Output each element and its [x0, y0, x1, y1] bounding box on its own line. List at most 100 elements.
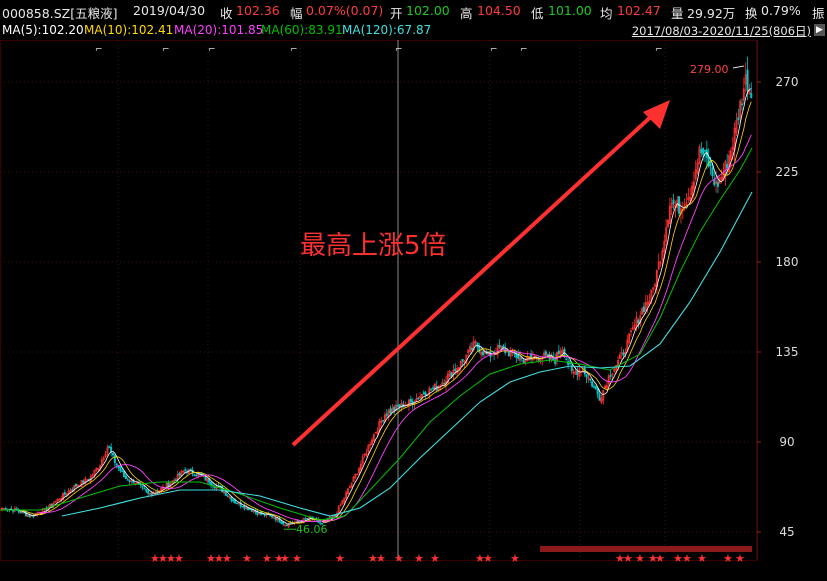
candle-body: [459, 360, 462, 367]
candle-body: [565, 358, 568, 360]
candle-body: [592, 386, 595, 388]
candle-body: [126, 479, 129, 481]
candle-body: [132, 479, 135, 484]
signal-star: ★: [430, 552, 440, 565]
signal-star: ★: [368, 552, 378, 565]
open-label: 开: [390, 6, 403, 21]
candle-body: [50, 504, 53, 507]
candle-body: [400, 402, 403, 408]
candle-body: [502, 345, 505, 348]
close-label: 收: [220, 6, 233, 21]
candle-body: [419, 396, 422, 399]
high-marker-label: 279.00: [690, 63, 729, 76]
legend-ma120: MA(120):67.87: [342, 23, 432, 37]
candle-body: [602, 390, 605, 401]
candle-body: [178, 472, 181, 476]
candle-body: [729, 150, 732, 160]
turnover-value: 0.79%: [761, 3, 801, 18]
candle-body: [284, 524, 287, 526]
volume-label: 量: [671, 6, 684, 21]
signal-star: ★: [222, 552, 232, 565]
signal-star: ★: [292, 552, 302, 565]
candle-body: [618, 354, 621, 359]
date-range-selector[interactable]: 2017/08/03-2020/11/25(806日): [631, 24, 811, 38]
candle-body: [359, 463, 362, 470]
candle-body: [650, 289, 653, 300]
candle-body: [354, 473, 357, 479]
candle-body: [646, 302, 649, 306]
amplitude-label: 振: [812, 6, 825, 21]
candle-body: [398, 404, 401, 408]
candle-body: [272, 517, 275, 519]
price-axis: 45 90 135 180 225 270: [756, 40, 798, 560]
candle-body: [228, 496, 231, 499]
candle-body: [661, 250, 664, 261]
candle-body: [728, 155, 731, 172]
candle-body: [654, 284, 657, 287]
candle-body: [587, 377, 590, 380]
candle-body: [481, 351, 484, 356]
candle-body: [97, 468, 100, 470]
candle-body: [641, 308, 644, 315]
candle-body: [374, 432, 377, 434]
candle-body: [280, 521, 283, 524]
candle-body: [467, 349, 470, 353]
candle-body: [694, 168, 697, 180]
candle-body: [358, 468, 361, 474]
event-marker: ⌐: [520, 45, 528, 55]
candle-body: [698, 146, 701, 165]
candle-body: [73, 485, 76, 490]
signal-star: ★: [483, 552, 493, 565]
candle-body: [95, 467, 98, 471]
moving-average-legend: MA(5):102.20 MA(10):102.41 MA(20):101.85…: [0, 22, 827, 40]
candle-body: [352, 476, 355, 482]
event-marker: ⌐: [490, 45, 498, 55]
signal-star: ★: [214, 552, 224, 565]
signal-star: ★: [166, 552, 176, 565]
candle-body: [683, 205, 686, 207]
legend-ma5: MA(5):102.20: [2, 23, 84, 37]
signal-star: ★: [274, 552, 284, 565]
candle-body: [174, 479, 177, 481]
candle-body: [333, 515, 336, 517]
candle-body: [522, 359, 525, 364]
candle-body: [382, 419, 385, 422]
signal-star: ★: [158, 552, 168, 565]
candle-body: [2, 507, 5, 510]
candle-body: [663, 241, 666, 252]
candle-body: [472, 341, 475, 351]
signal-star: ★: [376, 552, 386, 565]
candle-body: [269, 514, 272, 517]
avg-value: 102.47: [617, 3, 661, 18]
candle-body: [306, 518, 309, 520]
stock-code[interactable]: 000858.SZ[五粮液]: [2, 6, 118, 21]
candle-body: [524, 360, 527, 363]
scroll-right-icon[interactable]: ▶: [814, 24, 825, 36]
signal-star: ★: [394, 552, 404, 565]
candle-body: [740, 103, 743, 105]
candle-body: [591, 381, 594, 387]
candle-body: [241, 505, 244, 508]
high-label: 高: [460, 6, 473, 21]
candle-body: [343, 497, 346, 503]
candle-body: [420, 393, 423, 398]
candle-body: [341, 500, 344, 505]
candle-body: [99, 465, 102, 469]
candle-body: [737, 117, 740, 121]
candle-body: [210, 482, 213, 486]
candle-body: [515, 354, 518, 358]
candle-body: [716, 181, 719, 187]
candle-body: [63, 492, 66, 495]
candle-body: [456, 367, 459, 374]
candle-body: [263, 514, 266, 516]
candle-body: [700, 149, 703, 153]
quote-date: 2019/04/30: [133, 3, 206, 18]
low-marker-label: 46.06: [296, 523, 328, 536]
candle-body: [659, 262, 662, 264]
candlestick-chart[interactable]: ⌐ ⌐ ⌐ ⌐ ⌐ ⌐ ⌐ ⌐ 45 90 135 180 225 270 46.06 279.00 最高上…: [0, 40, 827, 581]
candle-body: [744, 74, 747, 85]
high-value: 104.50: [477, 3, 521, 18]
y-tick-label: 90: [779, 435, 794, 449]
event-marker: ⌐: [395, 45, 403, 55]
candle-body: [696, 162, 699, 174]
